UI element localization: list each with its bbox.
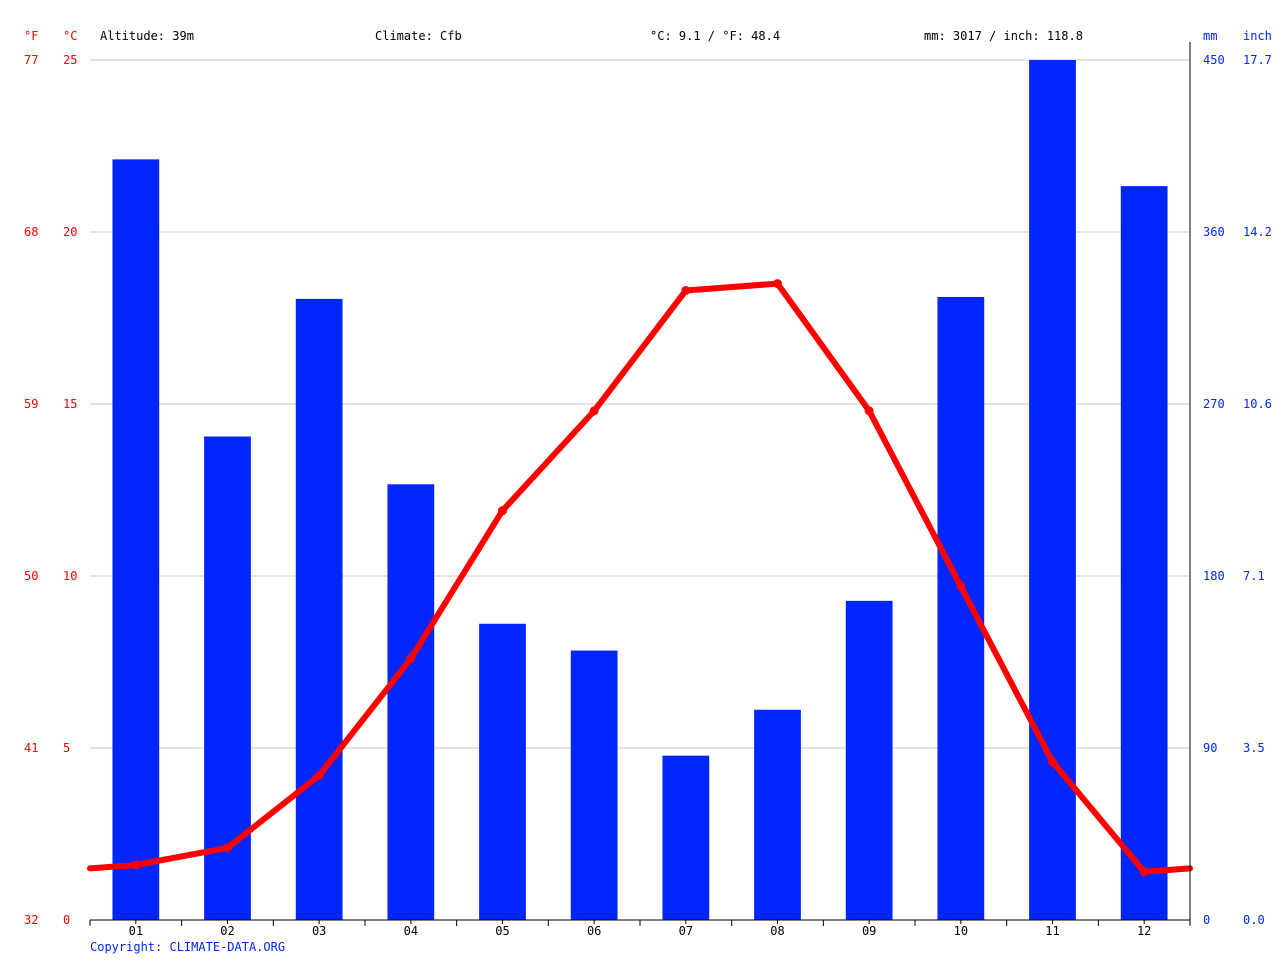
tick-labels: 32 0 0 0.0 41 5 90 3.5 50 10 180 7.1 59 15 270 10.6 68 20… [24, 53, 1272, 938]
y-tick-label-f: 68 [24, 225, 38, 239]
y-tick-label-mm: 180 [1203, 569, 1225, 583]
x-tick-label: 09 [862, 924, 876, 938]
precipitation-bar [754, 709, 801, 920]
x-tick-label: 06 [587, 924, 601, 938]
gridlines [90, 59, 1190, 749]
y-tick-label-f: 59 [24, 397, 38, 411]
y-tick-label-c: 0 [63, 913, 70, 927]
climate-label: Climate: Cfb [375, 29, 462, 43]
y-tick-label-c: 15 [63, 397, 77, 411]
temperature-point [956, 581, 966, 591]
y-tick-label-inch: 0.0 [1243, 913, 1265, 927]
unit-fahrenheit-label: °F [24, 29, 39, 43]
x-tick-label: 12 [1137, 924, 1151, 938]
precipitation-bars [112, 60, 1168, 921]
x-tick-label: 10 [954, 924, 968, 938]
unit-mm-label: mm [1203, 29, 1218, 43]
x-tick-label: 11 [1045, 924, 1059, 938]
precipitation-bar [662, 755, 710, 920]
temperature-line-path [87, 280, 1193, 875]
average-temperature-label: °C: 9.1 / °F: 48.4 [650, 29, 781, 43]
x-tick-label: 07 [679, 924, 693, 938]
temperature-point [406, 654, 416, 664]
x-tick-label: 05 [495, 924, 509, 938]
temperature-point [223, 843, 232, 853]
y-tick-label-mm: 0 [1203, 913, 1210, 927]
y-tick-label-inch: 17.7 [1243, 53, 1272, 67]
temperature-line [87, 279, 1193, 877]
temperature-point [131, 860, 141, 870]
temperature-point [589, 406, 599, 416]
temperature-point [773, 279, 782, 289]
axes [89, 42, 1191, 926]
unit-inch-label: inch [1243, 29, 1272, 43]
temperature-point [681, 285, 691, 295]
copyright-link[interactable]: Copyright: CLIMATE-DATA.ORG [90, 940, 286, 954]
total-precipitation-label: mm: 3017 / inch: 118.8 [924, 29, 1083, 43]
x-tick-label: 03 [312, 924, 326, 938]
y-tick-label-mm: 90 [1203, 741, 1217, 755]
y-tick-label-c: 20 [63, 225, 77, 239]
precipitation-bar [112, 159, 160, 920]
precipitation-bar [387, 484, 435, 920]
y-tick-label-f: 32 [24, 913, 38, 927]
temperature-point [314, 771, 324, 781]
x-tick-label: 04 [404, 924, 418, 938]
y-tick-label-mm: 360 [1203, 225, 1225, 239]
x-tick-label: 02 [220, 924, 234, 938]
temperature-point [1139, 867, 1149, 877]
precipitation-bar [479, 623, 526, 920]
y-tick-label-c: 5 [63, 741, 70, 755]
altitude-label: Altitude: 39m [100, 29, 194, 43]
y-tick-label-c: 10 [63, 569, 77, 583]
y-tick-label-c: 25 [63, 53, 77, 67]
precipitation-bar [937, 296, 985, 920]
x-tick-label: 08 [770, 924, 784, 938]
precipitation-bar [570, 650, 618, 920]
y-tick-label-mm: 450 [1203, 53, 1225, 67]
unit-celsius-label: °C [63, 29, 78, 43]
y-tick-label-inch: 14.2 [1243, 225, 1272, 239]
precipitation-bar [295, 298, 343, 920]
y-tick-label-f: 50 [24, 569, 38, 583]
temperature-point [1048, 757, 1057, 767]
y-tick-label-f: 77 [24, 53, 38, 67]
y-tick-label-inch: 7.1 [1243, 569, 1265, 583]
precipitation-bar [845, 600, 893, 920]
y-tick-label-mm: 270 [1203, 397, 1225, 411]
precipitation-bar [1029, 60, 1076, 920]
y-tick-label-inch: 3.5 [1243, 741, 1265, 755]
y-tick-label-inch: 10.6 [1243, 397, 1272, 411]
temperature-point [498, 506, 507, 516]
precipitation-bar [1120, 186, 1168, 921]
precipitation-bar [204, 436, 251, 920]
temperature-point [864, 406, 874, 416]
y-tick-label-f: 41 [24, 741, 38, 755]
x-tick-label: 01 [129, 924, 143, 938]
